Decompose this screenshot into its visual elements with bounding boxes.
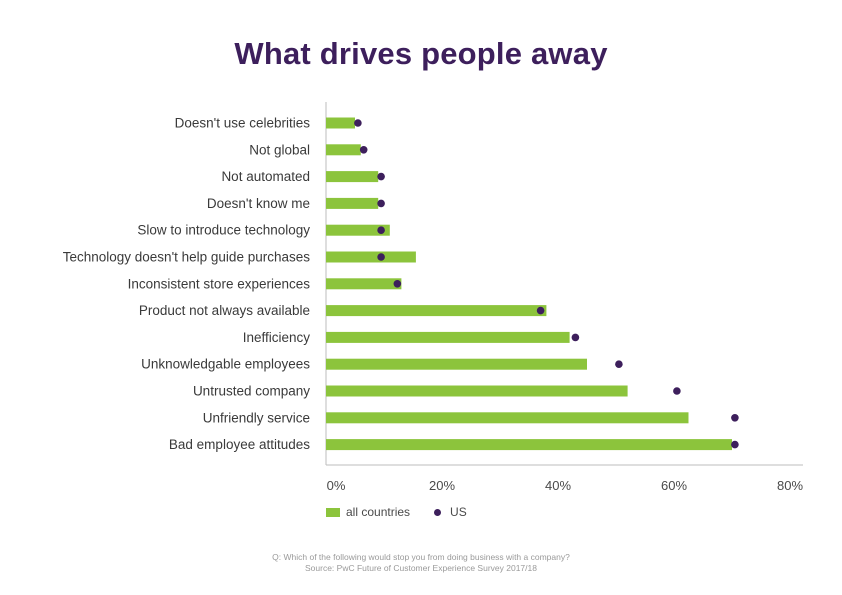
x-tick-label: 0% [327, 478, 346, 493]
dot-us [377, 226, 385, 234]
dot-us [731, 414, 739, 422]
category-label: Untrusted company [193, 384, 310, 399]
category-label: Product not always available [139, 303, 310, 318]
legend-item-all-countries: all countries [326, 505, 410, 519]
bar-all-countries [326, 439, 732, 451]
category-label: Doesn't use celebrities [175, 116, 311, 131]
bar-all-countries [326, 331, 570, 343]
category-label: Inefficiency [243, 330, 311, 345]
legend-label: US [450, 505, 467, 519]
category-label: Slow to introduce technology [137, 223, 310, 238]
category-label: Bad employee attitudes [169, 437, 310, 452]
dot-us [393, 280, 402, 288]
footer-question: Q: Which of the following would stop you… [272, 552, 570, 562]
dot-us [377, 253, 385, 261]
x-tick-label: 80% [777, 478, 803, 493]
category-label: Not automated [221, 169, 310, 184]
x-tick-label: 20% [429, 478, 455, 493]
dot-us [377, 199, 385, 208]
dot-us [571, 333, 580, 342]
dot-us [359, 146, 368, 154]
category-label: Doesn't know me [207, 196, 310, 211]
bar-all-countries [326, 197, 379, 209]
dot-us [536, 306, 545, 315]
bar-all-countries [326, 358, 587, 370]
x-tick-label: 60% [661, 478, 687, 493]
bar-all-countries [326, 117, 355, 129]
bar-all-countries [326, 251, 416, 263]
bar-all-countries [326, 224, 390, 236]
legend-swatch-dot [434, 508, 442, 516]
bar-all-countries [326, 171, 379, 183]
chart-legend: all countries US [326, 505, 491, 519]
dot-us [615, 360, 623, 369]
bar-all-countries [326, 305, 547, 317]
chart-title: What drives people away [234, 36, 608, 71]
category-label: Not global [249, 142, 310, 157]
bar-all-countries [326, 144, 361, 156]
chart-footer: Q: Which of the following would stop you… [0, 552, 842, 574]
category-label: Technology doesn't help guide purchases [63, 250, 311, 265]
bar-all-countries [326, 412, 689, 424]
footer-source: Source: PwC Future of Customer Experienc… [305, 563, 537, 573]
dot-us [673, 387, 681, 395]
x-tick-label: 40% [545, 478, 571, 493]
bar-all-countries [326, 278, 402, 290]
legend-swatch-bar [326, 507, 340, 517]
dot-us [731, 440, 739, 449]
category-label: Inconsistent store experiences [128, 276, 311, 291]
dot-us [354, 119, 362, 127]
dot-us [377, 172, 385, 181]
category-label: Unfriendly service [203, 410, 310, 425]
category-label: Unknowledgable employees [141, 357, 310, 372]
legend-label: all countries [346, 505, 411, 519]
bar-all-countries [326, 385, 628, 397]
legend-item-us: US [434, 505, 467, 519]
